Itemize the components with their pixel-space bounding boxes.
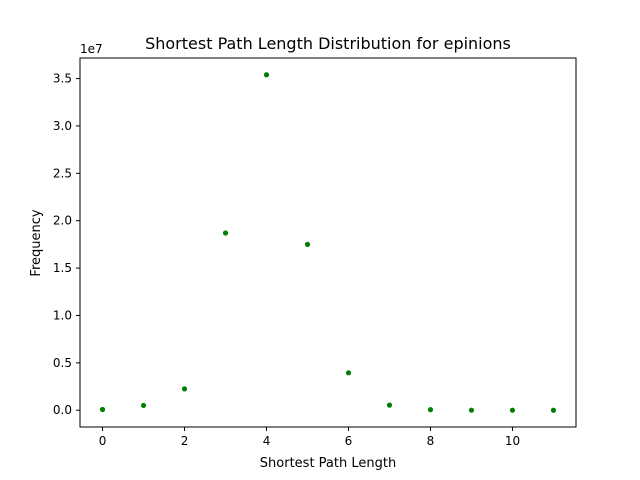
y-tick-label: 3.0: [53, 119, 72, 133]
plot-frame: [79, 57, 577, 428]
data-point: [222, 230, 229, 236]
y-tick-label: 2.5: [53, 166, 72, 180]
y-axis-label: Frequency: [29, 209, 44, 276]
x-tick-label: 2: [181, 434, 189, 448]
data-point: [509, 407, 516, 413]
plot-area: 0 2 4 6 8 10 0.0 0.5 1.0 1.5 2.0 2.5 3.0 3.5: [53, 72, 557, 448]
y-tick-label: 0.5: [53, 356, 72, 370]
y-tick-label: 1.0: [53, 308, 72, 322]
data-point: [263, 72, 270, 78]
data-point: [386, 402, 393, 408]
data-point: [468, 407, 475, 413]
x-tick-label: 0: [99, 434, 107, 448]
y-tick-label: 1.5: [53, 261, 72, 275]
data-point: [140, 402, 147, 409]
y-tick-label: 3.5: [53, 72, 72, 86]
y-tick-label: 2.0: [53, 214, 72, 228]
x-tick-label: 10: [505, 434, 520, 448]
y-tick-label: 0.0: [53, 403, 72, 417]
x-tick-label: 6: [345, 434, 353, 448]
data-point: [181, 386, 188, 392]
data-point: [99, 406, 106, 413]
data-point: [550, 407, 557, 413]
data-point: [345, 370, 352, 376]
x-tick-label: 4: [263, 434, 271, 448]
y-offset-label: 1e7: [80, 42, 103, 56]
data-point: [304, 241, 311, 247]
x-tick-label: 8: [427, 434, 435, 448]
chart-title: Shortest Path Length Distribution for ep…: [145, 34, 511, 53]
x-axis-label: Shortest Path Length: [260, 456, 396, 471]
data-point: [427, 407, 434, 413]
